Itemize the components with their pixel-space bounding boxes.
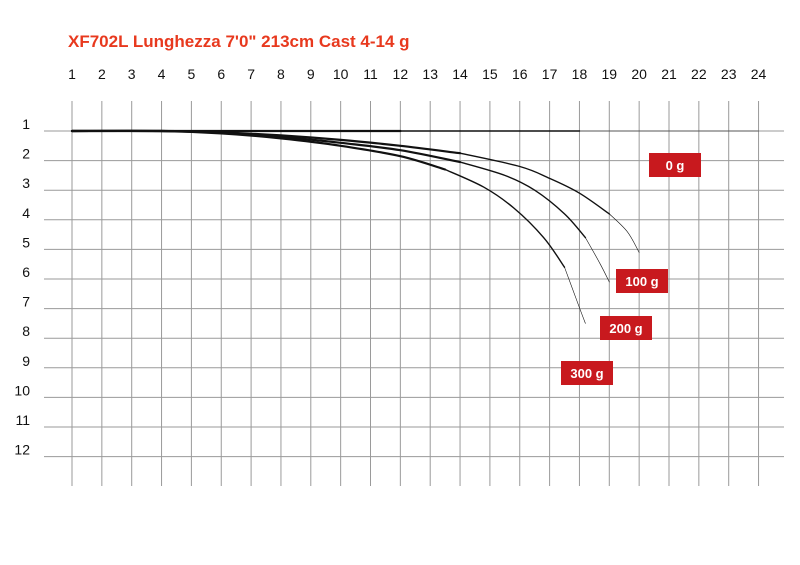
x-tick-label: 15 — [482, 66, 498, 82]
x-tick-label: 1 — [68, 66, 76, 82]
x-tick-label: 2 — [98, 66, 106, 82]
series-tag: 100 g — [616, 269, 668, 293]
x-tick-label: 16 — [512, 66, 528, 82]
curve-mid-section — [459, 152, 610, 215]
series-tag-label: 100 g — [625, 274, 658, 289]
y-tick-label: 10 — [14, 382, 30, 398]
y-tick-label: 7 — [22, 294, 30, 310]
series-tag-box — [561, 361, 613, 385]
curve-tip-section — [564, 266, 586, 324]
y-tick-label: 9 — [22, 353, 30, 369]
curve-tip-section — [609, 213, 640, 253]
y-tick-label: 2 — [22, 146, 30, 162]
x-tick-label: 6 — [217, 66, 225, 82]
y-tick-label: 5 — [22, 234, 30, 250]
series-tag: 200 g — [600, 316, 652, 340]
series-tag-label: 300 g — [570, 366, 603, 381]
x-tick-label: 22 — [691, 66, 707, 82]
y-tick-label: 1 — [22, 116, 30, 132]
curve-mid-section — [444, 168, 566, 268]
series-tag: 0 g — [649, 153, 701, 177]
y-tick-label: 4 — [22, 205, 30, 221]
x-tick-label: 18 — [572, 66, 588, 82]
x-tick-label: 9 — [307, 66, 315, 82]
y-tick-label: 12 — [14, 442, 30, 458]
curve-mid-section — [459, 161, 587, 239]
series-labels: 0 g 100 g 200 g 300 g — [561, 153, 701, 385]
x-tick-label: 14 — [452, 66, 468, 82]
x-tick-label: 20 — [631, 66, 647, 82]
curve-butt-section — [70, 129, 447, 171]
x-tick-label: 5 — [188, 66, 196, 82]
x-tick-label: 19 — [602, 66, 618, 82]
y-tick-label: 6 — [22, 264, 30, 280]
x-tick-label: 13 — [422, 66, 438, 82]
series-tag: 300 g — [561, 361, 613, 385]
x-tick-label: 24 — [751, 66, 767, 82]
series-tag-box — [649, 153, 701, 177]
x-tick-label: 12 — [393, 66, 409, 82]
x-tick-label: 3 — [128, 66, 136, 82]
y-tick-label: 3 — [22, 175, 30, 191]
chart-title: XF702L Lunghezza 7'0" 213cm Cast 4-14 g — [68, 32, 410, 51]
x-tick-label: 7 — [247, 66, 255, 82]
y-tick-label: 8 — [22, 323, 30, 339]
series-curve-300g — [70, 129, 586, 324]
y-tick-label: 11 — [15, 412, 30, 428]
series-tag-label: 0 g — [666, 158, 685, 173]
curve-tip-section — [585, 237, 610, 283]
x-tick-label: 23 — [721, 66, 737, 82]
series-curves — [70, 129, 759, 324]
x-tick-label: 8 — [277, 66, 285, 82]
x-tick-label: 4 — [158, 66, 166, 82]
x-tick-label: 21 — [661, 66, 677, 82]
x-tick-label: 10 — [333, 66, 349, 82]
series-tag-box — [616, 269, 668, 293]
x-tick-label: 11 — [363, 66, 378, 82]
series-tag-box — [600, 316, 652, 340]
series-tag-label: 200 g — [609, 321, 642, 336]
x-tick-labels: 1 2 3 4 5 6 7 8 9 10 11 12 13 14 15 16 17 18 19 20 21 22 23 24 — [68, 66, 766, 82]
x-tick-label: 17 — [542, 66, 558, 82]
